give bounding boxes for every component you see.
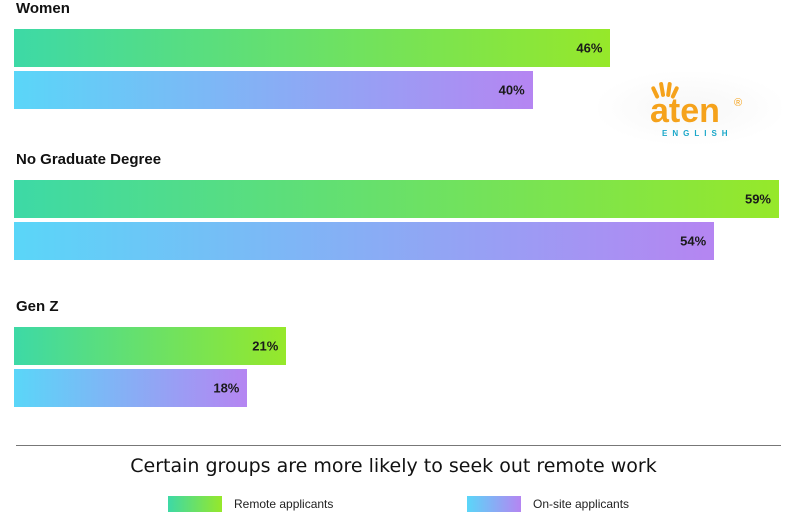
bar-onsite: 40% xyxy=(14,71,533,109)
bar-remote: 21% xyxy=(14,327,287,365)
aten-logo-icon: aten ® ENGLISH xyxy=(650,82,742,138)
bar-value-label: 46% xyxy=(576,40,603,56)
bar-value-label: 21% xyxy=(252,338,279,354)
bar-remote: 46% xyxy=(14,29,611,67)
hand-icon xyxy=(651,82,679,99)
bar-onsite: 18% xyxy=(14,369,248,407)
legend-swatch-onsite xyxy=(467,496,521,512)
bar-value-label: 59% xyxy=(744,191,771,207)
bar-onsite: 54% xyxy=(14,222,715,260)
chart-title: Certain groups are more likely to seek o… xyxy=(130,455,657,477)
bar-value-label: 54% xyxy=(680,233,707,249)
divider xyxy=(16,445,781,446)
bar-value-label: 18% xyxy=(213,380,240,396)
legend-label-onsite: On-site applicants xyxy=(533,497,630,511)
logo-letter-a: aten xyxy=(650,92,720,130)
category-label: Gen Z xyxy=(16,298,59,315)
aten-english-logo: aten ® ENGLISH xyxy=(598,72,782,144)
legend-swatch-remote xyxy=(168,496,222,512)
category-label: Women xyxy=(16,0,70,17)
registered-mark: ® xyxy=(734,97,742,109)
category-label: No Graduate Degree xyxy=(16,151,162,168)
legend-label-remote: Remote applicants xyxy=(234,497,334,511)
logo-subtitle: ENGLISH xyxy=(662,129,733,138)
bar-value-label: 40% xyxy=(498,82,525,98)
bar-remote: 59% xyxy=(14,180,779,218)
